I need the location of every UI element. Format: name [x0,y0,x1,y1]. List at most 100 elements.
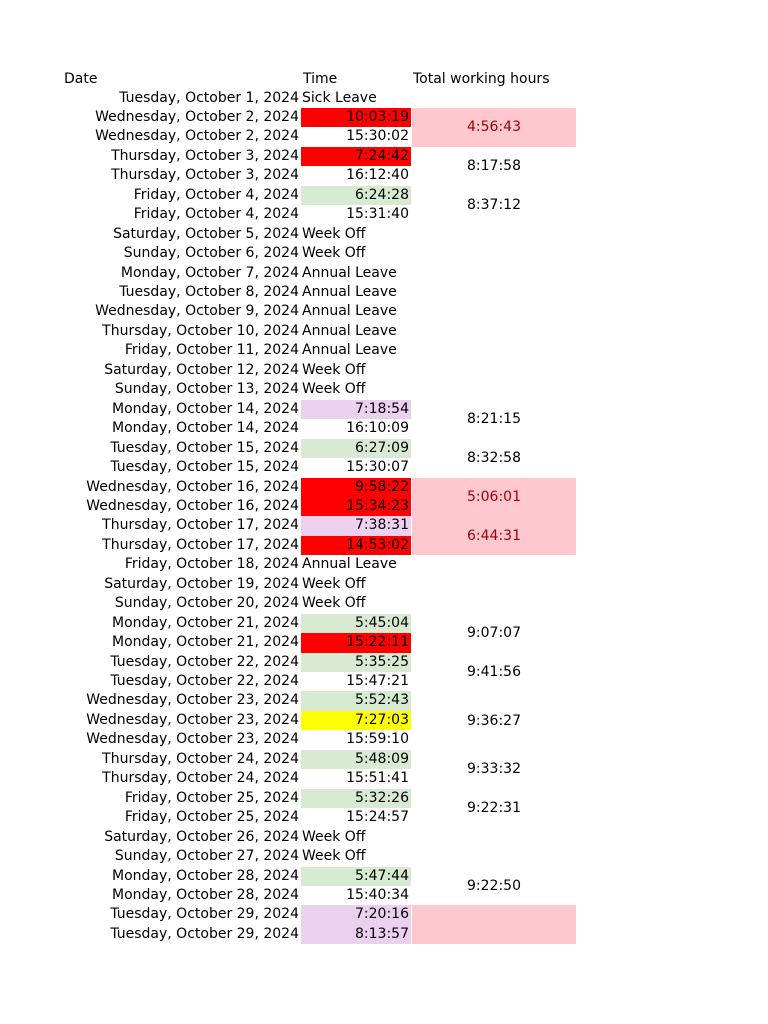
status-cell: Annual Leave [302,342,397,359]
date-cell: Tuesday, October 1, 2024 [119,89,299,106]
time-cell: 7:18:54 [301,399,411,420]
status-cell: Week Off [302,828,366,845]
total-hours-cell: 9:07:07 [467,625,521,642]
total-hours-cell: 8:32:58 [467,450,521,467]
date-cell: Wednesday, October 16, 2024 [86,497,299,514]
table-row: Wednesday, October 23, 2024 15:59:10 [0,730,768,749]
table-row: Thursday, October 3, 2024 7:24:42 [0,146,768,167]
status-cell: Annual Leave [302,284,397,300]
time-cell: 5:52:43 [301,691,411,711]
table-row: Friday, October 4, 2024 15:31:40 [0,205,768,224]
time-cell: 16:10:09 [346,420,409,437]
table-row: Wednesday, October 9, 2024 Annual Leave [0,302,768,321]
time-cell: 5:48:09 [301,749,411,770]
time-cell: 5:45:04 [301,613,411,634]
table-row: Thursday, October 17, 2024 14:53:02 [0,535,768,556]
date-cell: Thursday, October 3, 2024 [111,167,299,184]
date-cell: Monday, October 14, 2024 [112,420,299,437]
header-date: Date [64,71,98,87]
time-cell: 5:47:44 [301,866,411,886]
time-cell: 7:24:42 [301,146,411,167]
table-row: Saturday, October 26, 2024 Week Off [0,828,768,847]
table-row: Tuesday, October 29, 2024 7:20:16 [0,905,768,925]
date-cell: Saturday, October 26, 2024 [104,828,299,845]
table-row: Sunday, October 27, 2024 Week Off [0,847,768,866]
time-cell: 7:38:31 [301,516,411,536]
date-cell: Tuesday, October 15, 2024 [110,459,299,476]
date-cell: Sunday, October 6, 2024 [123,245,299,262]
table-row: Tuesday, October 29, 2024 8:13:57 [0,924,768,945]
date-cell: Tuesday, October 15, 2024 [110,439,299,456]
table-row: Monday, October 14, 2024 7:18:54 [0,399,768,420]
table-row: Sunday, October 13, 2024 Week Off [0,380,768,399]
time-cell: 6:27:09 [301,438,411,459]
table-row: Friday, October 11, 2024 Annual Leave [0,341,768,360]
status-cell: Week Off [302,381,366,398]
date-cell: Monday, October 14, 2024 [112,400,299,417]
status-cell: Week Off [302,848,366,865]
total-hours-cell: 9:22:31 [467,800,521,817]
table-row: Monday, October 14, 2024 16:10:09 [0,419,768,438]
date-cell: Wednesday, October 23, 2024 [86,731,299,748]
total-hours-cell: 9:33:32 [467,761,521,778]
time-cell: 5:32:26 [301,788,411,809]
table-row: Sunday, October 6, 2024 Week Off [0,244,768,263]
table-row: Monday, October 7, 2024 Annual Leave [0,264,768,283]
table-row: Thursday, October 10, 2024 Annual Leave [0,322,768,341]
table-row: Wednesday, October 16, 2024 15:34:23 [0,496,768,517]
table-row: Friday, October 18, 2024 Annual Leave [0,555,768,574]
date-cell: Monday, October 21, 2024 [112,634,299,651]
date-cell: Thursday, October 3, 2024 [111,147,299,164]
total-hours-cell: 6:44:31 [412,516,576,556]
date-cell: Wednesday, October 9, 2024 [95,303,299,320]
date-cell: Wednesday, October 2, 2024 [95,108,299,125]
date-cell: Monday, October 28, 2024 [112,886,299,903]
time-cell: 15:22:11 [301,633,411,653]
header-total-working-hours: Total working hours [413,71,550,87]
date-cell: Wednesday, October 23, 2024 [86,692,299,709]
time-cell: 15:34:23 [301,496,411,517]
status-cell: Annual Leave [302,556,397,573]
time-cell: 15:31:40 [346,206,409,223]
time-cell: 15:30:07 [346,459,409,476]
date-cell: Saturday, October 19, 2024 [104,575,299,592]
date-cell: Tuesday, October 29, 2024 [110,906,299,923]
total-hours-cell: 4:56:43 [412,107,576,147]
time-cell: 9:58:22 [301,477,411,497]
date-cell: Friday, October 4, 2024 [133,206,299,223]
time-cell: 10:03:19 [301,107,411,128]
total-hours-cell: 8:17:58 [467,158,521,175]
total-hours-cell: 9:41:56 [467,663,521,680]
table-row: Thursday, October 24, 2024 5:48:09 [0,749,768,770]
table-row: Friday, October 25, 2024 5:32:26 [0,788,768,809]
table-row: Tuesday, October 22, 2024 15:47:21 [0,672,768,691]
table-row: Friday, October 25, 2024 15:24:57 [0,808,768,827]
date-cell: Tuesday, October 8, 2024 [119,284,299,300]
date-cell: Wednesday, October 2, 2024 [95,128,299,145]
time-cell: 14:53:02 [301,535,411,556]
table-row: Tuesday, October 1, 2024 Sick Leave [0,89,768,108]
time-cell: 15:40:34 [346,886,409,903]
date-cell: Monday, October 28, 2024 [112,867,299,884]
table-row: Monday, October 28, 2024 15:40:34 [0,886,768,905]
status-cell: Week Off [302,361,366,378]
date-cell: Friday, October 25, 2024 [124,789,299,806]
time-cell: 15:24:57 [346,809,409,826]
total-hours-cell: 9:36:27 [467,712,521,729]
table-row: Saturday, October 5, 2024 Week Off [0,225,768,244]
date-cell: Thursday, October 10, 2024 [102,322,299,339]
table-row: Friday, October 4, 2024 6:24:28 [0,185,768,206]
date-cell: Thursday, October 24, 2024 [102,750,299,767]
date-cell: Friday, October 25, 2024 [124,809,299,826]
date-cell: Monday, October 21, 2024 [112,614,299,631]
status-cell: Week Off [302,575,366,592]
table-row: Tuesday, October 8, 2024 Annual Leave [0,283,768,302]
table-row: Wednesday, October 16, 2024 9:58:22 [0,477,768,497]
date-cell: Saturday, October 12, 2024 [104,361,299,378]
date-cell: Thursday, October 24, 2024 [102,770,299,787]
table-row: Thursday, October 24, 2024 15:51:41 [0,769,768,788]
time-cell: 16:12:40 [346,167,409,184]
table-row: Wednesday, October 2, 2024 10:03:19 [0,107,768,128]
date-cell: Friday, October 4, 2024 [133,186,299,203]
date-cell: Sunday, October 13, 2024 [114,381,299,398]
